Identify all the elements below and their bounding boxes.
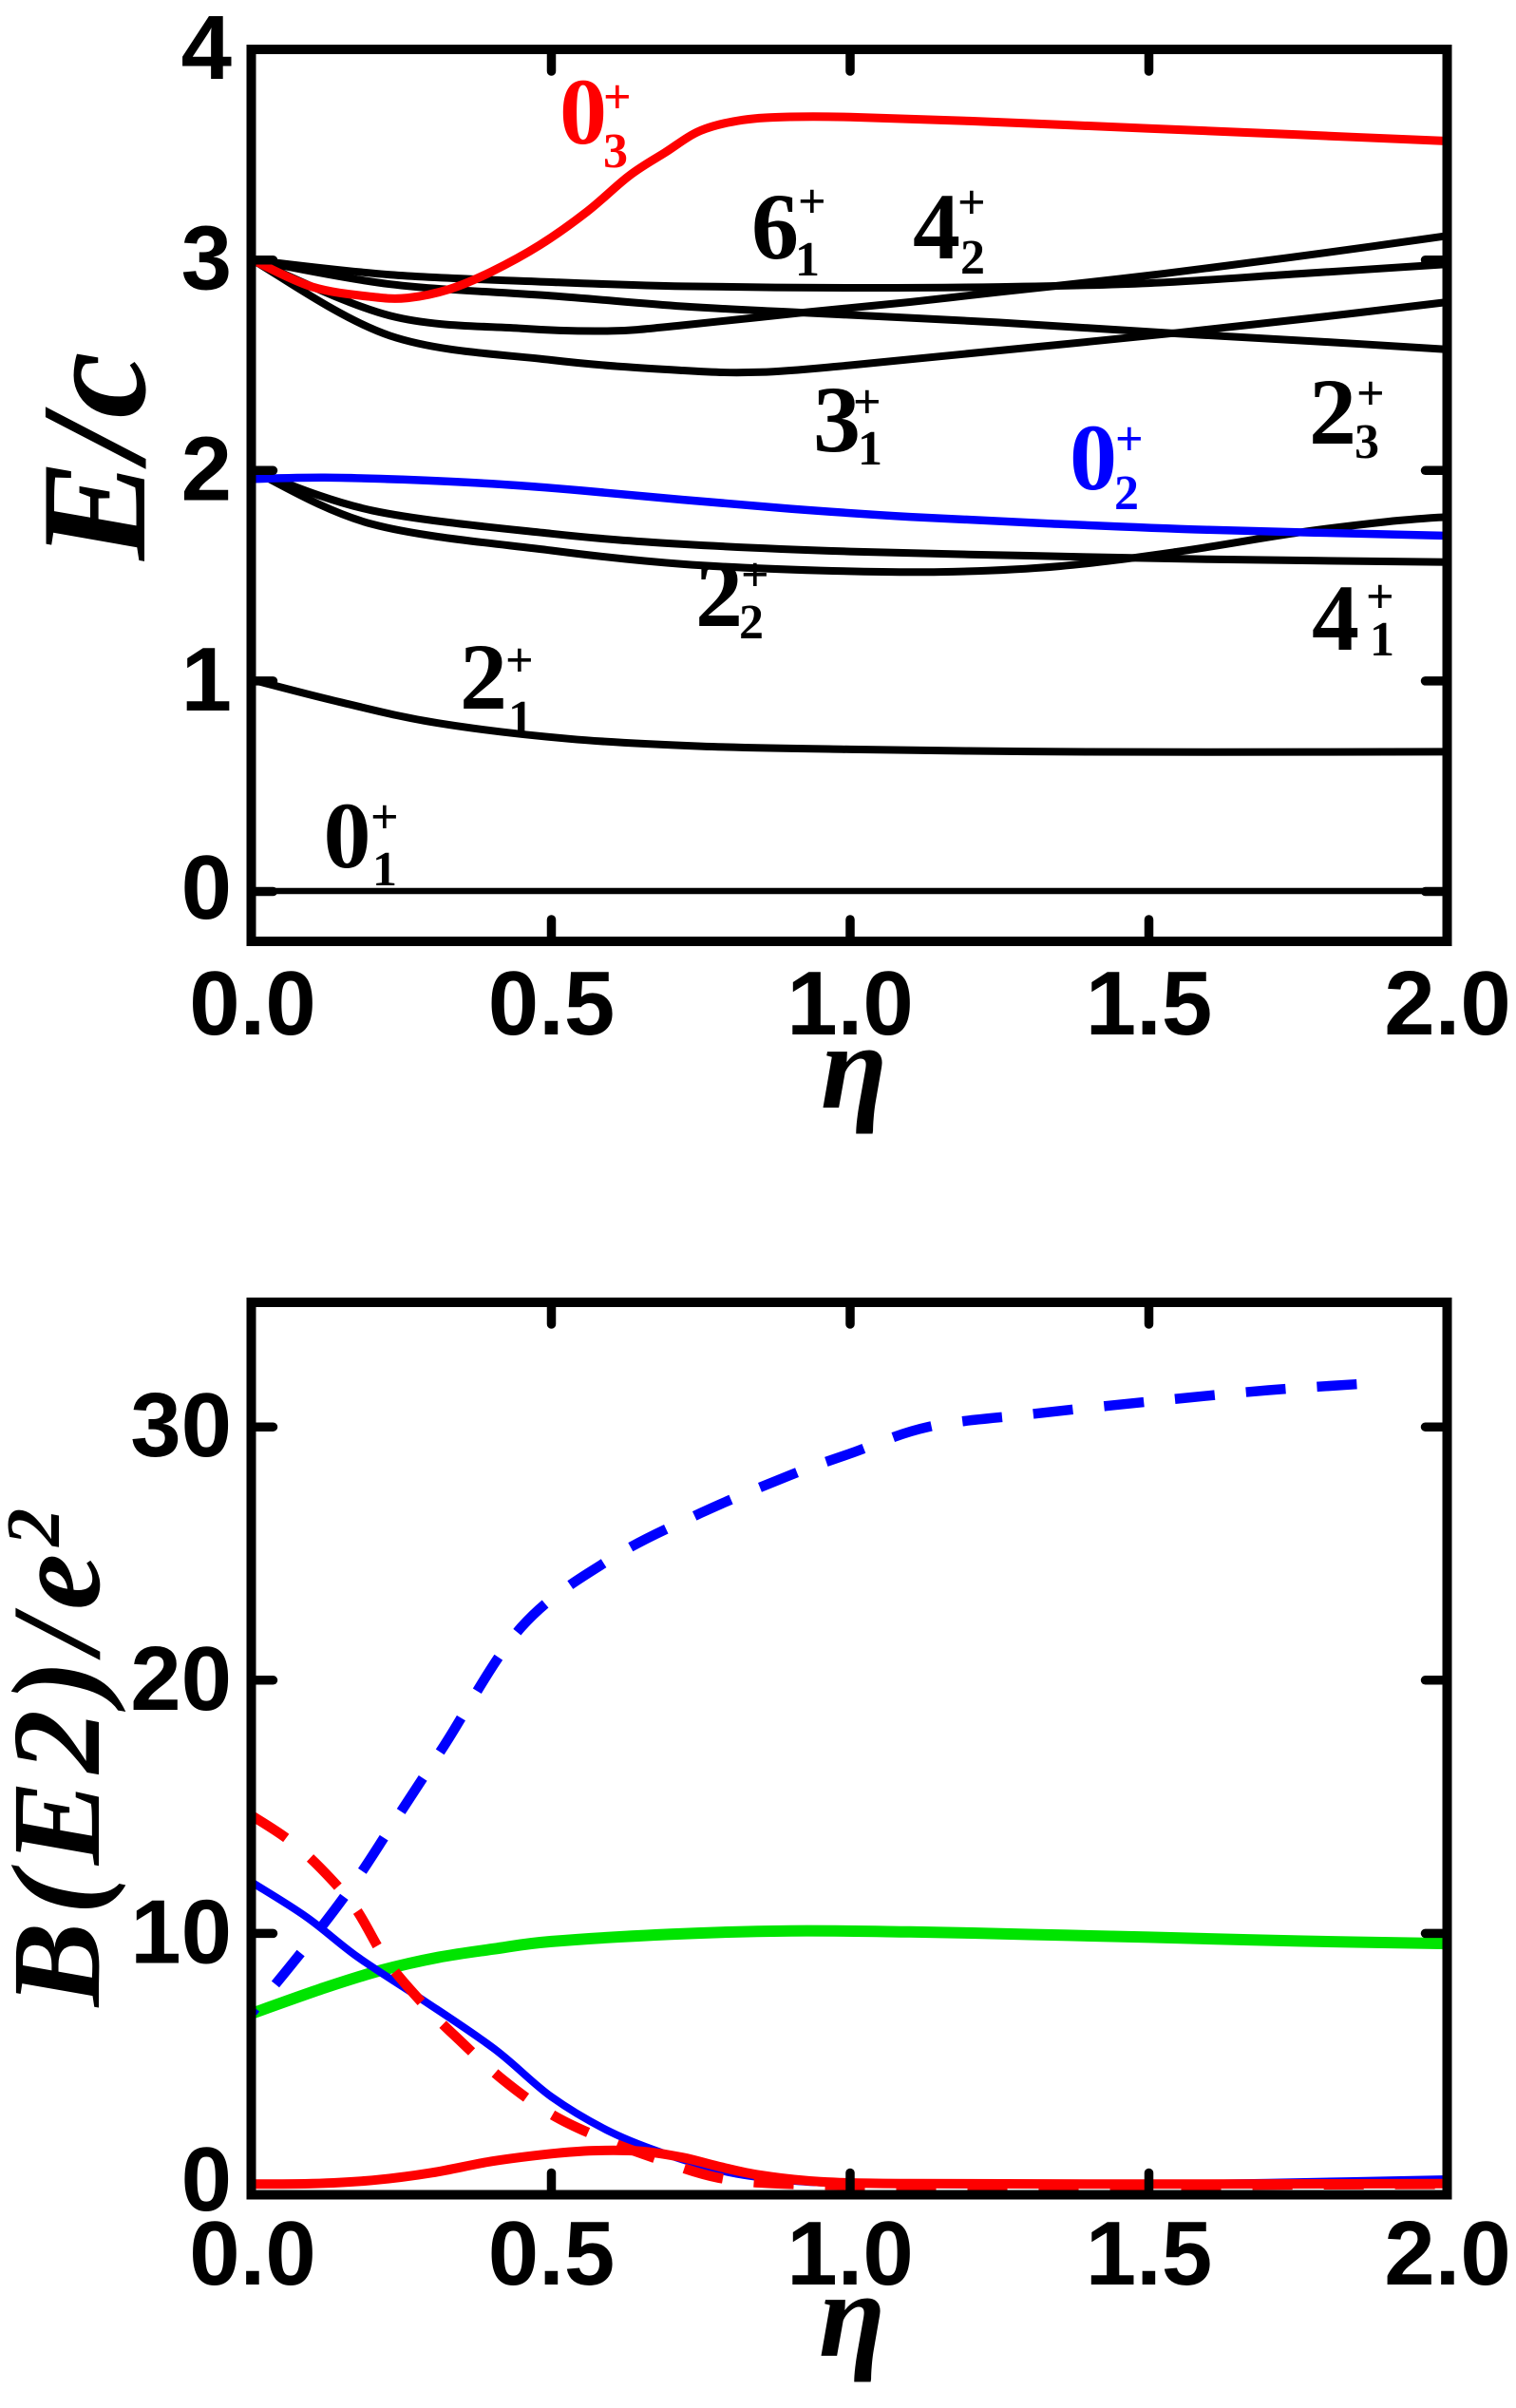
- svg-text:3: 3: [181, 208, 232, 310]
- svg-text:1: 1: [372, 843, 397, 897]
- svg-text:1.0: 1.0: [786, 2203, 913, 2304]
- svg-text:+: +: [1356, 367, 1385, 421]
- svg-text:E/c: E/c: [11, 351, 178, 561]
- svg-text:+: +: [1115, 412, 1144, 466]
- svg-text:1: 1: [508, 692, 533, 746]
- svg-text:η: η: [819, 2247, 885, 2382]
- svg-text:2: 2: [181, 418, 232, 520]
- svg-text:0.5: 0.5: [488, 2203, 615, 2304]
- svg-text:+: +: [1366, 570, 1394, 624]
- svg-text:2: 2: [739, 596, 764, 650]
- svg-text:1: 1: [1370, 613, 1394, 667]
- svg-text:0: 0: [181, 2129, 232, 2230]
- svg-text:4: 4: [913, 174, 960, 279]
- svg-text:6: 6: [751, 174, 799, 279]
- svg-text:3: 3: [813, 367, 861, 472]
- svg-text:2: 2: [695, 541, 743, 647]
- svg-text:η: η: [821, 999, 887, 1134]
- svg-text:2.0: 2.0: [1384, 2203, 1510, 2304]
- svg-text:1.5: 1.5: [1086, 953, 1212, 1054]
- svg-text:1.5: 1.5: [1086, 2203, 1212, 2304]
- svg-text:1: 1: [181, 629, 232, 730]
- svg-text:+: +: [798, 175, 826, 229]
- svg-text:+: +: [603, 70, 632, 124]
- svg-text:20: 20: [130, 1628, 232, 1730]
- svg-text:2: 2: [1114, 466, 1139, 521]
- svg-text:0.5: 0.5: [488, 953, 615, 1054]
- svg-text:0: 0: [324, 783, 371, 888]
- svg-text:+: +: [853, 375, 881, 429]
- svg-text:2.0: 2.0: [1384, 953, 1510, 1054]
- svg-text:+: +: [957, 176, 986, 230]
- svg-text:2: 2: [460, 624, 507, 730]
- svg-text:0: 0: [181, 837, 232, 939]
- svg-text:1: 1: [858, 422, 882, 476]
- svg-text:B(E2)/e2: B(E2)/e2: [0, 1501, 126, 2008]
- svg-text:3: 3: [1355, 415, 1379, 469]
- svg-text:1.0: 1.0: [786, 953, 913, 1054]
- svg-text:30: 30: [130, 1375, 232, 1476]
- svg-text:4: 4: [181, 0, 232, 99]
- svg-text:0: 0: [559, 59, 607, 164]
- svg-text:0: 0: [1070, 405, 1117, 510]
- svg-text:0.0: 0.0: [189, 953, 315, 1054]
- svg-text:4: 4: [1312, 565, 1359, 671]
- svg-text:1: 1: [795, 233, 820, 287]
- svg-text:+: +: [741, 548, 769, 602]
- svg-text:10: 10: [130, 1881, 232, 1982]
- svg-text:2: 2: [1309, 359, 1356, 465]
- svg-text:3: 3: [603, 124, 628, 179]
- svg-text:2: 2: [960, 231, 985, 285]
- svg-text:+: +: [370, 790, 399, 844]
- svg-text:+: +: [505, 634, 534, 688]
- svg-text:0.0: 0.0: [189, 2203, 315, 2304]
